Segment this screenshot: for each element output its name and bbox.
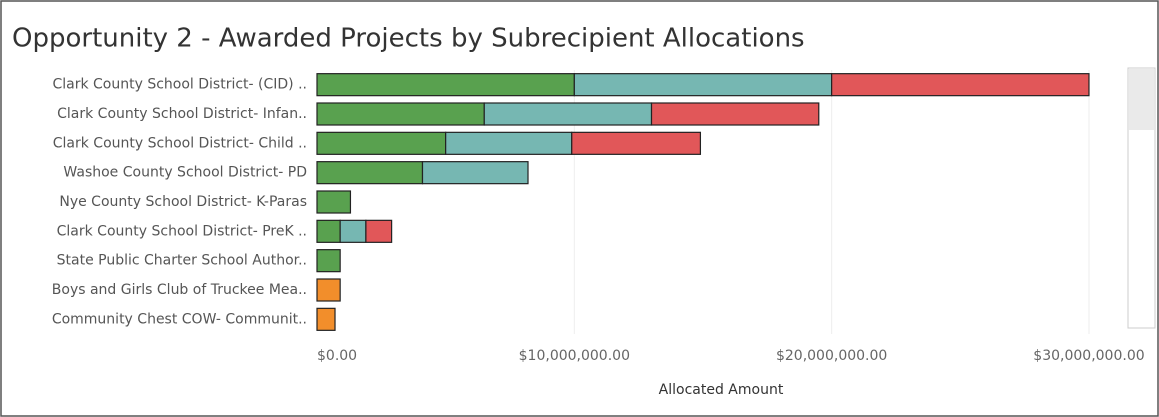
x-tick-label: $30,000,000.00 [1033, 348, 1144, 364]
bar-segment [316, 190, 352, 214]
scrollbar-thumb[interactable] [1129, 69, 1154, 130]
bar-segment [316, 161, 424, 185]
bar-segment [421, 161, 529, 185]
bar-segment [445, 131, 573, 155]
x-tick-label: $0.00 [317, 348, 357, 364]
y-tick-label: Clark County School District- Child .. [53, 135, 307, 151]
x-axis-label: Allocated Amount [659, 382, 784, 398]
bar-segment [316, 102, 485, 126]
y-tick-label: Clark County School District- Infan.. [57, 106, 307, 122]
chart-title: Opportunity 2 - Awarded Projects by Subr… [12, 24, 805, 54]
bar-segment [365, 219, 393, 243]
bar-segment [316, 73, 575, 97]
bar-segment [316, 131, 447, 155]
y-tick-label: Clark County School District- PreK .. [57, 223, 307, 239]
y-tick-label: State Public Charter School Author.. [57, 253, 307, 269]
bar-segment [573, 73, 833, 97]
bar-segment [650, 102, 820, 126]
bar-segment [831, 73, 1090, 97]
bar-segment [316, 219, 341, 243]
y-tick-label: Clark County School District- (CID) .. [52, 77, 307, 93]
bar-segment [339, 219, 367, 243]
bar-segment [316, 307, 336, 331]
bar-segment [316, 278, 341, 302]
bar-segment [571, 131, 702, 155]
bar-segment [483, 102, 653, 126]
y-tick-label: Boys and Girls Club of Truckee Mea.. [52, 282, 307, 298]
y-tick-label: Nye County School District- K-Paras [59, 194, 307, 210]
bar-segment [316, 249, 341, 273]
x-tick-label: $20,000,000.00 [776, 348, 887, 364]
y-tick-label: Community Chest COW- Communit.. [52, 311, 307, 327]
y-tick-label: Washoe County School District- PD [63, 165, 307, 181]
x-tick-label: $10,000,000.00 [519, 348, 630, 364]
